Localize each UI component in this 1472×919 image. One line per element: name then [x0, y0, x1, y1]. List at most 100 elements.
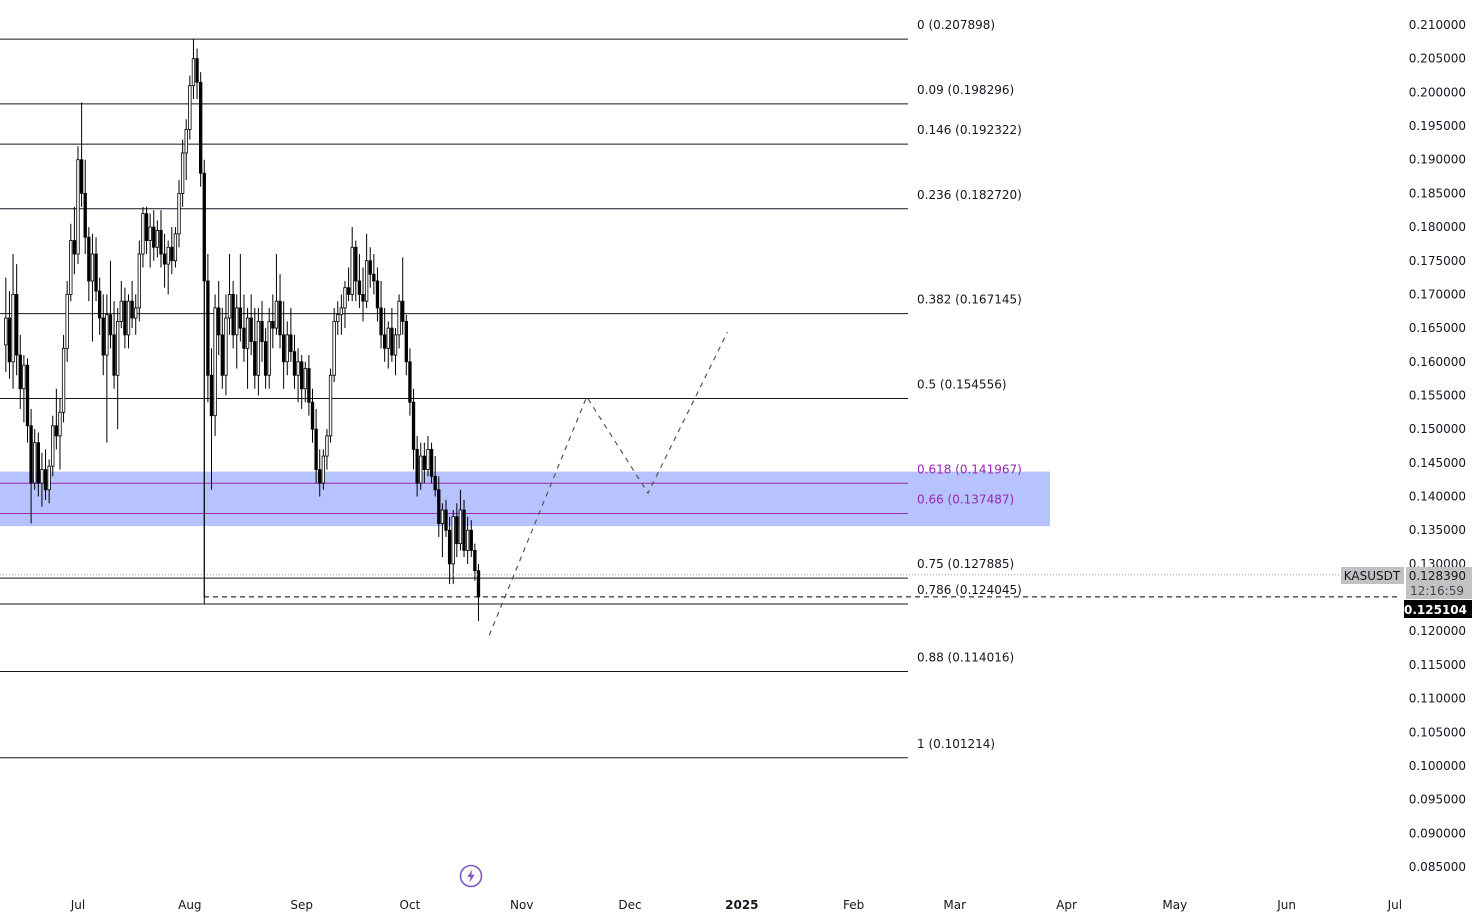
candle-body	[231, 294, 235, 336]
candle-body	[40, 469, 44, 484]
candle-body	[79, 159, 84, 194]
candle-body	[33, 442, 37, 484]
candle-body	[321, 455, 325, 484]
candle-body	[162, 253, 167, 265]
time-axis-label: Apr	[1056, 898, 1077, 912]
candle-body	[15, 294, 19, 356]
candle-body	[346, 287, 351, 295]
time-axis-label: Feb	[843, 898, 864, 912]
candle-body	[296, 361, 300, 376]
candle-body	[11, 294, 15, 363]
last-price-tag-bg	[1406, 567, 1472, 599]
fib-level-label: 0.618 (0.141967)	[917, 462, 1022, 476]
candle-body	[148, 226, 152, 241]
fib-level-label: 0.75 (0.127885)	[917, 557, 1014, 571]
price-axis-label: 0.195000	[1409, 119, 1466, 133]
candle-body	[22, 364, 26, 390]
candle-body	[238, 307, 243, 329]
candle-body	[422, 455, 427, 470]
candle-body	[411, 401, 416, 450]
candle-body	[126, 300, 131, 336]
candle-body	[25, 364, 30, 427]
candle-body	[267, 320, 271, 376]
candle-body	[260, 320, 264, 342]
candle-body	[97, 290, 102, 319]
candle-body	[285, 334, 289, 363]
lightning-bolt-icon[interactable]	[459, 864, 483, 888]
candle-body	[36, 442, 40, 484]
price-axis-label: 0.150000	[1409, 422, 1466, 436]
time-axis-label: Nov	[510, 898, 533, 912]
time-axis-label: Jul	[70, 898, 85, 912]
cursor-price-tag-bg	[1404, 600, 1472, 618]
candle-body	[447, 529, 452, 565]
candle-body	[325, 435, 329, 457]
candle-body	[383, 334, 387, 349]
candle-body	[177, 192, 181, 235]
candle-body	[328, 374, 333, 437]
fib-level-label: 1 (0.101214)	[917, 737, 995, 751]
candle-body	[256, 320, 261, 376]
candle-body	[184, 129, 188, 154]
price-axis-label: 0.175000	[1409, 254, 1466, 268]
candle-body	[462, 509, 466, 551]
price-axis-label: 0.145000	[1409, 456, 1466, 470]
price-axis-label: 0.210000	[1409, 18, 1466, 32]
candle-body	[419, 455, 423, 484]
price-axis-label: 0.105000	[1409, 725, 1466, 739]
candle-body	[278, 300, 282, 336]
candle-body	[18, 354, 22, 390]
candle-body	[206, 280, 210, 376]
price-axis-label: 0.140000	[1409, 490, 1466, 504]
candle-body	[397, 300, 401, 336]
candle-body	[437, 489, 441, 524]
candle-body	[101, 317, 105, 356]
candle-body	[195, 58, 199, 83]
price-axis-label: 0.185000	[1409, 186, 1466, 200]
candle-body	[401, 300, 405, 322]
price-axis-label: 0.110000	[1409, 692, 1466, 706]
candle-body	[220, 334, 224, 376]
candle-body	[94, 253, 98, 292]
candle-body	[465, 529, 470, 551]
fib-level-label: 0.146 (0.192322)	[917, 123, 1022, 137]
fib-level-label: 0.88 (0.114016)	[917, 651, 1014, 665]
candle-body	[393, 334, 398, 356]
candle-body	[155, 230, 160, 248]
candle-body	[354, 246, 358, 282]
cursor-price-tag: 0.125104	[1404, 603, 1467, 617]
candle-body	[119, 300, 123, 322]
candle-body	[116, 320, 120, 376]
candle-body	[455, 516, 459, 545]
fib-zone	[0, 471, 1050, 527]
time-axis-label: Mar	[943, 898, 966, 912]
candle-body	[336, 314, 340, 322]
candle-body	[29, 425, 33, 484]
candle-body	[303, 368, 307, 390]
time-axis-label: Jun	[1276, 898, 1296, 912]
candle-body	[137, 253, 141, 309]
fib-level-label: 0.5 (0.154556)	[917, 377, 1007, 391]
candle-body	[332, 320, 336, 376]
time-axis-label: Aug	[178, 898, 201, 912]
candle-body	[314, 428, 318, 470]
time-axis-label: Oct	[400, 898, 421, 912]
price-axis-label: 0.155000	[1409, 388, 1466, 402]
candle-body	[245, 317, 250, 349]
price-axis-label: 0.095000	[1409, 793, 1466, 807]
candle-body	[404, 320, 408, 363]
candle-body	[65, 294, 69, 349]
candle-body	[300, 361, 304, 390]
candle-body	[4, 317, 8, 346]
last-price-tag: 0.128390	[1409, 569, 1466, 583]
candle-body	[469, 529, 473, 551]
candle-body	[339, 307, 344, 316]
candle-body	[307, 368, 311, 403]
candle-body	[188, 85, 192, 130]
candle-body	[61, 347, 66, 413]
price-axis-label: 0.120000	[1409, 624, 1466, 638]
price-axis-label: 0.165000	[1409, 321, 1466, 335]
candle-body	[350, 246, 354, 295]
